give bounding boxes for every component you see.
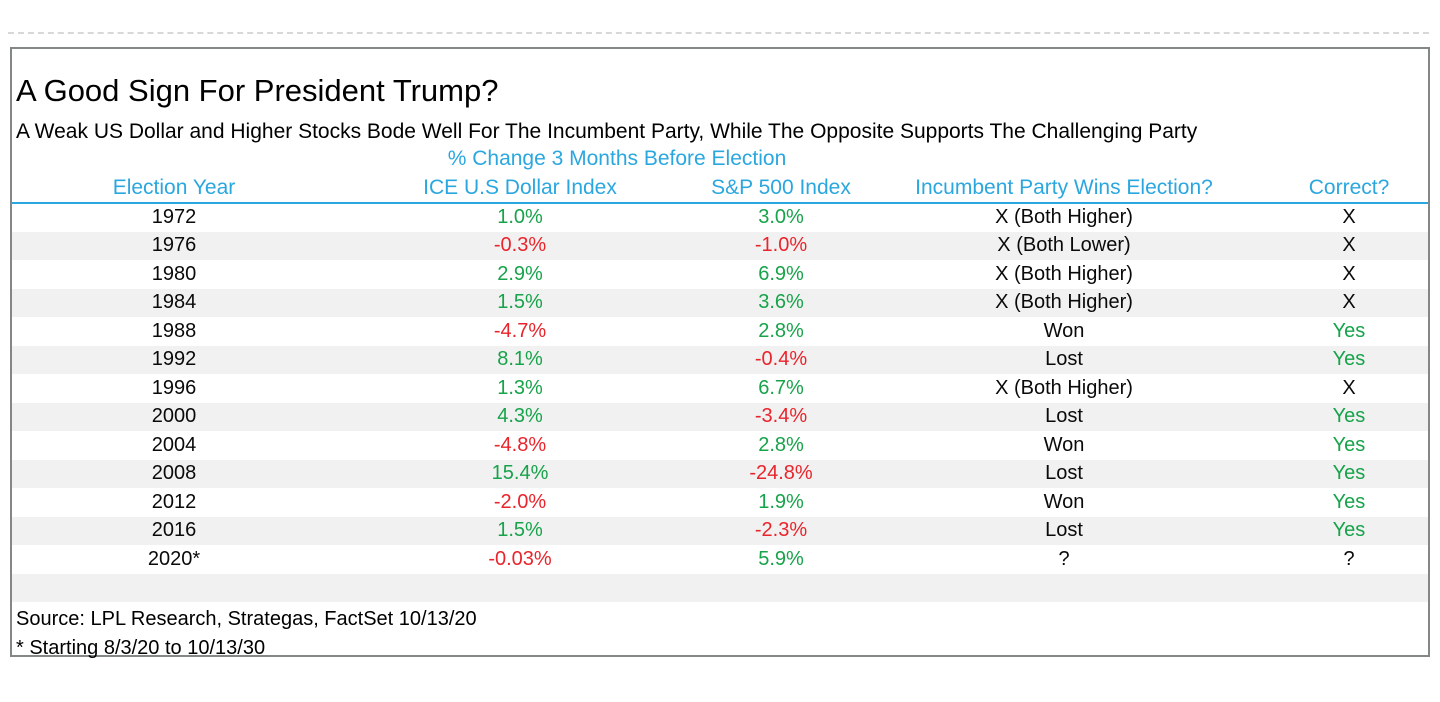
- table-row: 1980 2.9% 6.9% X (Both Higher) X: [12, 260, 1428, 289]
- correct-cell: X: [1342, 376, 1356, 399]
- table-row: 2020* -0.03% 5.9%??: [12, 545, 1428, 574]
- incumbent-cell: X (Both Higher): [995, 262, 1133, 285]
- header-row: Election Year ICE U.S Dollar Index S&P 5…: [12, 173, 1428, 203]
- sp500-cell: 5.9%: [758, 547, 804, 570]
- table-header: Election Year ICE U.S Dollar Index S&P 5…: [12, 173, 1428, 203]
- table-row: 1996 1.3% 6.7% X (Both Higher) X: [12, 374, 1428, 403]
- spacer-cell: [12, 574, 1428, 603]
- sp500-cell: 1.9%: [758, 490, 804, 513]
- table-row: 2008 15.4% -24.8% Lost Yes: [12, 459, 1428, 488]
- table-row: 1972 1.0% 3.0% X (Both Higher) X: [12, 203, 1428, 232]
- incumbent-cell: Lost: [1045, 462, 1083, 485]
- dollar-cell: 4.3%: [497, 405, 543, 428]
- correct-cell: Yes: [1332, 319, 1366, 342]
- table-row: 2012 -2.0% 1.9% Won Yes: [12, 488, 1428, 517]
- header-correct: Correct?: [1308, 175, 1390, 199]
- page-top-dashed-line: [8, 32, 1429, 34]
- correct-cell: Yes: [1332, 433, 1366, 456]
- chart-title: A Good Sign For President Trump?: [16, 73, 499, 108]
- sp500-cell: 3.0%: [758, 206, 804, 229]
- year-cell: 2004: [151, 433, 197, 456]
- sp500-cell: 6.7%: [758, 376, 804, 399]
- incumbent-cell: ?: [1058, 547, 1070, 570]
- table-row: 2000 4.3% -3.4% Lost Yes: [12, 402, 1428, 431]
- incumbent-cell: Lost: [1045, 519, 1083, 542]
- incumbent-cell: Lost: [1045, 348, 1083, 371]
- dollar-cell: 8.1%: [497, 348, 543, 371]
- dollar-cell: 1.5%: [497, 291, 543, 314]
- year-cell: 2016: [151, 519, 197, 542]
- correct-cell: Yes: [1332, 348, 1366, 371]
- year-cell: 1996: [151, 376, 197, 399]
- chart-subtitle: A Weak US Dollar and Higher Stocks Bode …: [16, 120, 1198, 143]
- election-table: Election Year ICE U.S Dollar Index S&P 5…: [12, 173, 1428, 602]
- incumbent-cell: Won: [1043, 490, 1085, 513]
- incumbent-cell: X (Both Higher): [995, 376, 1133, 399]
- sp500-cell: 2.8%: [758, 319, 804, 342]
- dollar-cell: -0.3%: [493, 234, 547, 257]
- incumbent-cell: Won: [1043, 319, 1085, 342]
- year-cell: 2008: [151, 462, 197, 485]
- sp500-cell: -3.4%: [754, 405, 808, 428]
- chart-container: A Good Sign For President Trump? A Weak …: [10, 47, 1430, 659]
- table-row: 1988 -4.7% 2.8% Won Yes: [12, 317, 1428, 346]
- dollar-cell: -4.8%: [493, 433, 547, 456]
- year-cell: 1988: [151, 319, 197, 342]
- sp500-cell: -24.8%: [749, 462, 813, 485]
- table-row: 2016 1.5% -2.3% Lost Yes: [12, 516, 1428, 545]
- table-row: 1976 -0.3% -1.0% X (Both Lower) X: [12, 231, 1428, 260]
- table-row: 2004 -4.8% 2.8% Won Yes: [12, 431, 1428, 460]
- dollar-cell: -0.03%: [488, 547, 552, 570]
- year-cell: 1980: [151, 262, 197, 285]
- correct-cell: Yes: [1332, 490, 1366, 513]
- year-cell: 1976: [151, 234, 197, 257]
- incumbent-cell: X (Both Lower): [997, 234, 1131, 257]
- sp500-cell: -0.4%: [754, 348, 808, 371]
- dollar-cell: 15.4%: [491, 462, 549, 485]
- column-group-header: % Change 3 Months Before Election: [447, 147, 787, 170]
- correct-cell: Yes: [1332, 462, 1366, 485]
- dollar-cell: -2.0%: [493, 490, 547, 513]
- correct-cell: Yes: [1332, 405, 1366, 428]
- header-incumbent-wins: Incumbent Party Wins Election?: [915, 175, 1213, 199]
- sp500-cell: 2.8%: [758, 433, 804, 456]
- sp500-cell: 6.9%: [758, 262, 804, 285]
- year-cell: 1984: [151, 291, 197, 314]
- header-sp500-index: S&P 500 Index: [711, 175, 851, 199]
- year-cell: 2000: [151, 405, 197, 428]
- year-cell: 1972: [151, 206, 197, 229]
- correct-cell: X: [1342, 234, 1356, 257]
- correct-cell: Yes: [1332, 519, 1366, 542]
- year-cell: 1992: [151, 348, 197, 371]
- correct-cell: X: [1342, 262, 1356, 285]
- year-cell: 2020*: [147, 547, 201, 570]
- year-cell: 2012: [151, 490, 197, 513]
- sp500-cell: -1.0%: [754, 234, 808, 257]
- header-dollar-index: ICE U.S Dollar Index: [423, 175, 617, 199]
- footnotes: Source: LPL Research, Strategas, FactSet…: [16, 605, 477, 663]
- header-election-year: Election Year: [112, 175, 236, 199]
- correct-cell: X: [1342, 291, 1356, 314]
- dollar-cell: 1.3%: [497, 376, 543, 399]
- incumbent-cell: X (Both Higher): [995, 206, 1133, 229]
- dollar-cell: 1.0%: [497, 206, 543, 229]
- sp500-cell: -2.3%: [754, 519, 808, 542]
- table-body: 1972 1.0% 3.0% X (Both Higher) X 1976 -0.3% -1.…: [12, 203, 1428, 602]
- dollar-cell: -4.7%: [493, 319, 547, 342]
- incumbent-cell: X (Both Higher): [995, 291, 1133, 314]
- table-row: 1992 8.1% -0.4% Lost Yes: [12, 345, 1428, 374]
- footnote-line: * Starting 8/3/20 to 10/13/30: [16, 637, 266, 659]
- correct-cell: ?: [1343, 547, 1355, 570]
- incumbent-cell: Lost: [1045, 405, 1083, 428]
- spacer-row: [12, 573, 1428, 603]
- source-line: Source: LPL Research, Strategas, FactSet…: [16, 608, 477, 630]
- sp500-cell: 3.6%: [758, 291, 804, 314]
- dollar-cell: 2.9%: [497, 262, 543, 285]
- table-row: 1984 1.5% 3.6% X (Both Higher) X: [12, 288, 1428, 317]
- incumbent-cell: Won: [1043, 433, 1085, 456]
- dollar-cell: 1.5%: [497, 519, 543, 542]
- correct-cell: X: [1342, 206, 1356, 229]
